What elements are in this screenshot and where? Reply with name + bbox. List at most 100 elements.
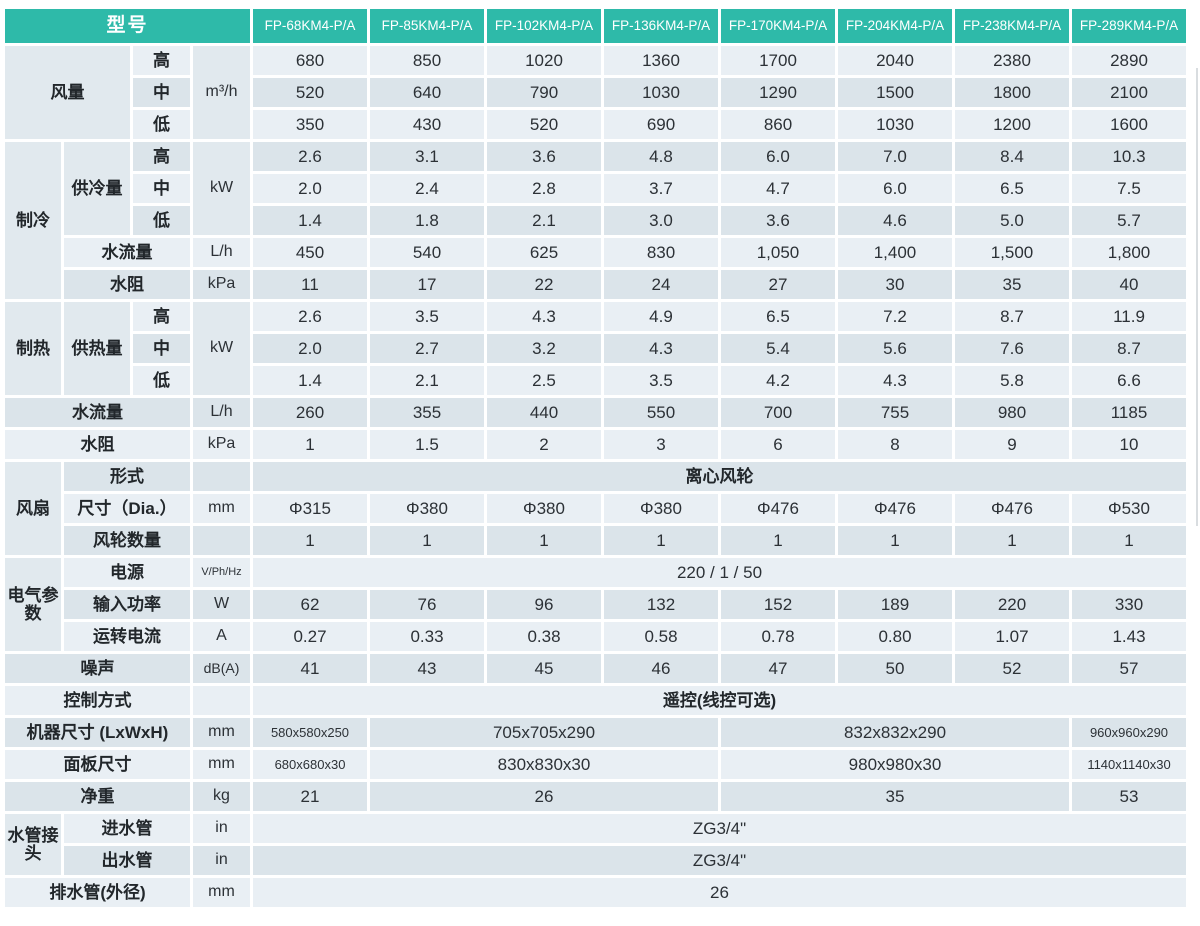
value-cell: 53 — [1072, 782, 1186, 811]
value-cell: 10 — [1072, 430, 1186, 459]
table-row: 电气参数 电源 V/Ph/Hz 220 / 1 / 50 — [5, 558, 1186, 651]
value-cell: 7.2 — [838, 302, 952, 331]
value-cell: 2.6 — [253, 142, 367, 171]
value-cell: 4.9 — [604, 302, 718, 331]
value-cell: 6 — [721, 430, 835, 459]
value-cell: 640 — [370, 78, 484, 107]
value-cell: 45 — [487, 654, 601, 683]
row-label-cell: 制热 — [5, 302, 61, 395]
row-label-cell: 风轮数量 — [64, 526, 190, 555]
table-row: 噪声 dB(A) 41 43 45 46 47 50 52 57 — [5, 654, 1186, 683]
value-cell: 1 — [487, 526, 601, 555]
value-cell: 17 — [370, 270, 484, 299]
table-row: 面板尺寸 mm 680x680x30 830x830x30 980x980x30 1140… — [5, 750, 1186, 779]
value-cell: 1360 — [604, 46, 718, 75]
value-cell: 1.8 — [370, 206, 484, 235]
value-cell: 5.7 — [1072, 206, 1186, 235]
value-cell: 1,050 — [721, 238, 835, 267]
value-cell: 21 — [253, 782, 367, 811]
value-cell: 1700 — [721, 46, 835, 75]
value-cell: 3.6 — [487, 142, 601, 171]
table-row: 水阻 kPa 11 17 22 24 27 30 35 40 — [5, 270, 1186, 299]
value-cell: 2.4 — [370, 174, 484, 203]
row-label-cell: 水管接头 — [5, 814, 61, 875]
value-cell: 132 — [604, 590, 718, 619]
model-header-cell: FP-68KM4-P/A — [253, 9, 367, 43]
model-header-cell: FP-238KM4-P/A — [955, 9, 1069, 43]
value-cell: 1185 — [1072, 398, 1186, 427]
value-cell: 1 — [721, 526, 835, 555]
unit-cell: mm — [193, 494, 250, 523]
row-label-cell: 机器尺寸 (LxWxH) — [5, 718, 190, 747]
model-header-cell: FP-85KM4-P/A — [370, 9, 484, 43]
value-cell: 2.0 — [253, 174, 367, 203]
value-cell: 7.0 — [838, 142, 952, 171]
value-cell: 1 — [253, 430, 367, 459]
value-cell: 5.4 — [721, 334, 835, 363]
value-cell: 2.5 — [487, 366, 601, 395]
value-cell: 5.6 — [838, 334, 952, 363]
value-cell: 6.0 — [838, 174, 952, 203]
row-label-cell: 水流量 — [64, 238, 190, 267]
row-label-cell: 供热量 — [64, 302, 130, 395]
value-cell: 1,400 — [838, 238, 952, 267]
table-row: 风量高 m³/h 680 850 1020 1360 1700 2040 2380 2890 — [5, 46, 1186, 139]
value-cell: ZG3/4" — [253, 846, 1186, 875]
value-cell: 1140x1140x30 — [1072, 750, 1186, 779]
row-label-cell: 高 — [133, 142, 190, 171]
table-row: 低 1.4 2.1 2.5 3.5 4.2 4.3 5.8 6.6 — [5, 366, 1186, 395]
value-cell: 2 — [487, 430, 601, 459]
unit-cell: mm — [193, 718, 250, 747]
value-cell: 1 — [253, 526, 367, 555]
table-row: 水流量 L/h 450 540 625 830 1,050 1,400 1,500 1,800 — [5, 238, 1186, 267]
value-cell: 520 — [253, 78, 367, 107]
value-cell: 2.1 — [487, 206, 601, 235]
table-row: 水阻 kPa 1 1.5 2 3 6 8 9 10 — [5, 430, 1186, 459]
table-row: 尺寸（Dia.） mm Φ315 Φ380 Φ380 Φ380 Φ476 Φ476 Φ476 Φ5… — [5, 494, 1186, 523]
value-cell: 27 — [721, 270, 835, 299]
value-cell: 1 — [370, 526, 484, 555]
value-cell: 1 — [838, 526, 952, 555]
value-cell: 355 — [370, 398, 484, 427]
row-label-cell: 排水管(外径) — [5, 878, 190, 907]
table-row: 出水管 in ZG3/4" — [5, 846, 1186, 875]
value-cell: 5.0 — [955, 206, 1069, 235]
value-cell: 6.0 — [721, 142, 835, 171]
value-cell: 755 — [838, 398, 952, 427]
unit-cell: kPa — [193, 270, 250, 299]
model-header-cell: FP-102KM4-P/A — [487, 9, 601, 43]
value-cell: 离心风轮 — [253, 462, 1186, 491]
value-cell: 35 — [721, 782, 1069, 811]
value-cell: 4.3 — [838, 366, 952, 395]
value-cell: 680 — [253, 46, 367, 75]
unit-cell — [193, 526, 250, 555]
value-cell: 1.4 — [253, 206, 367, 235]
row-label-cell: 低 — [133, 206, 190, 235]
unit-cell: mm — [193, 750, 250, 779]
value-cell: 3 — [604, 430, 718, 459]
value-cell: 30 — [838, 270, 952, 299]
table-row: 低 350 430 520 690 860 1030 1200 1600 — [5, 110, 1186, 139]
value-cell: 350 — [253, 110, 367, 139]
row-label-cell: 噪声 — [5, 654, 190, 683]
value-cell: 550 — [604, 398, 718, 427]
value-cell: 1290 — [721, 78, 835, 107]
value-cell: 1200 — [955, 110, 1069, 139]
row-label-cell: 高 — [133, 46, 190, 75]
value-cell: 43 — [370, 654, 484, 683]
row-label-cell: 低 — [133, 110, 190, 139]
value-cell: 6.6 — [1072, 366, 1186, 395]
value-cell: 0.27 — [253, 622, 367, 651]
value-cell: 1030 — [838, 110, 952, 139]
value-cell: 2.8 — [487, 174, 601, 203]
row-label-cell: 水流量 — [5, 398, 190, 427]
spec-table: 型号 FP-68KM4-P/A FP-85KM4-P/A FP-102KM4-P/A F… — [2, 6, 1189, 910]
model-header-cell: FP-136KM4-P/A — [604, 9, 718, 43]
table-row: 控制方式 遥控(线控可选) — [5, 686, 1186, 715]
value-cell: 2890 — [1072, 46, 1186, 75]
value-cell: 11.9 — [1072, 302, 1186, 331]
value-cell: 5.8 — [955, 366, 1069, 395]
unit-cell — [193, 686, 250, 715]
value-cell: 4.8 — [604, 142, 718, 171]
value-cell: 3.0 — [604, 206, 718, 235]
